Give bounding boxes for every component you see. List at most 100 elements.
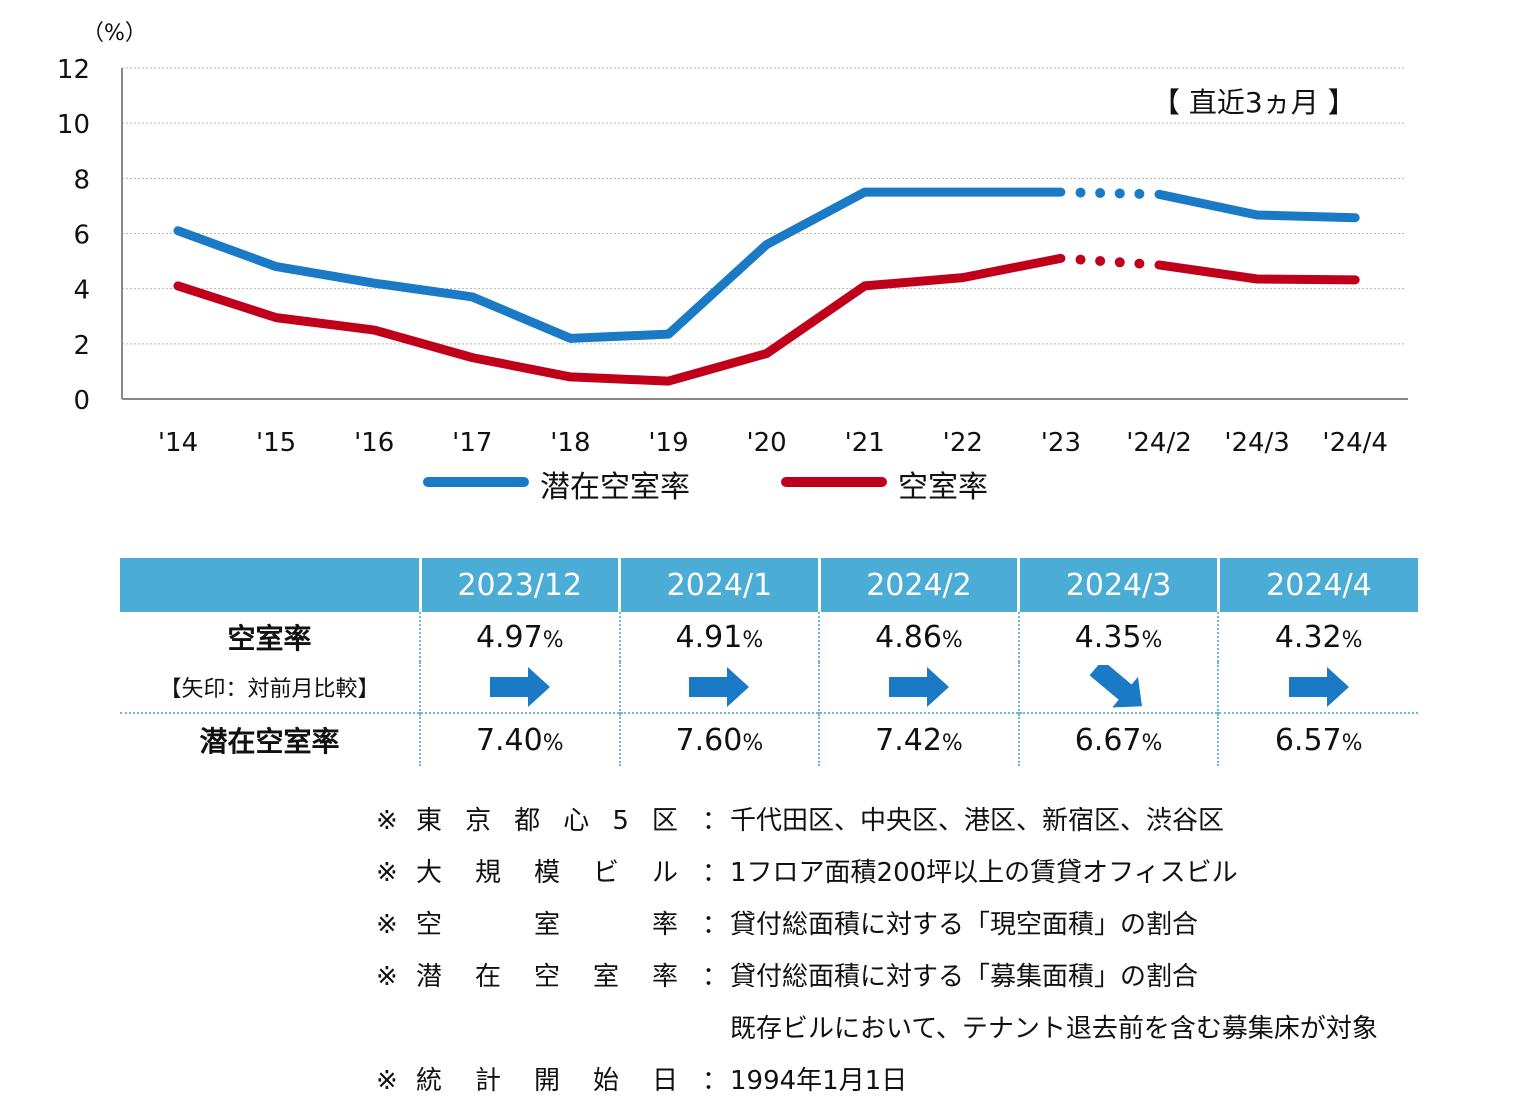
chart-series xyxy=(173,187,1360,386)
y-tick-label: 0 xyxy=(73,386,90,416)
series-line-1 xyxy=(173,253,1066,386)
note-term-char: 模 xyxy=(533,858,560,888)
series-line-1-recent xyxy=(1154,260,1360,285)
vacancy-rate-label: 空室率 xyxy=(227,622,312,655)
right-arrow-icon xyxy=(689,667,750,707)
note-mark: ※ xyxy=(376,806,398,836)
note-term-char: 在 xyxy=(474,962,501,992)
note-term-char: 室 xyxy=(533,910,560,940)
note-term: 統計開始日 xyxy=(416,1060,678,1102)
x-tick-label: '19 xyxy=(648,428,688,458)
note-term-char: 規 xyxy=(474,858,501,888)
note-term-char: 潜 xyxy=(416,962,443,992)
x-tick-label: '24/3 xyxy=(1224,428,1290,458)
arrow-cell xyxy=(419,662,620,713)
vacancy-rate-line-chart: （%） 0 2 4 6 8 10 12 '14 '15 '16 '17 '18 '19 '20 '21 '2… xyxy=(57,21,1408,505)
note-colon: ： xyxy=(702,806,729,836)
table-cell: 7.60% xyxy=(618,712,820,766)
x-tick-label: '23 xyxy=(1041,428,1081,458)
table-header-row: 2023/12 2024/1 2024/2 2024/3 2024/4 xyxy=(120,558,1418,612)
note-term-char: 統 xyxy=(416,1066,443,1096)
x-tick-label: '14 xyxy=(158,428,198,458)
note-term-char: 東 xyxy=(416,806,443,836)
note-term-char: 計 xyxy=(474,1066,501,1096)
x-tick-label: '24/2 xyxy=(1126,428,1192,458)
table-corner-cell xyxy=(120,558,420,612)
latent-vacancy-rate-label: 潜在空室率 xyxy=(120,712,420,766)
series-gap-dot xyxy=(1095,188,1106,199)
note-term-char: 区 xyxy=(651,806,678,836)
note-mark: ※ xyxy=(376,858,398,888)
recent-three-months-annotation: 【 直近3ヵ月 】 xyxy=(1152,86,1356,119)
note-mark: ※ xyxy=(376,1066,398,1096)
arrow-cell xyxy=(818,662,1019,713)
note-definition: 1フロア面積200坪以上の賃貸オフィスビル xyxy=(730,858,1238,888)
x-tick-label: '15 xyxy=(256,428,296,458)
latent-vacancy-rate-row: 潜在空室率 7.40% 7.60% 7.42% 6.67% 6.57% xyxy=(120,712,1418,766)
vacancy-rate-row: 空室率 4.97% 4.91% 4.86% 4.35% 4.32% xyxy=(120,612,1418,662)
note-term-char: ル xyxy=(651,858,678,888)
month-over-month-arrow-row: 【矢印：対前月比較】 xyxy=(120,662,1418,713)
arrow-legend-label: 【矢印：対前月比較】 xyxy=(159,677,380,702)
note-term-char: 心 xyxy=(563,806,590,836)
x-tick-label: '16 xyxy=(354,428,394,458)
note-colon: ： xyxy=(702,910,729,940)
note-colon: ： xyxy=(702,858,729,888)
note-definition: 1994年1月1日 xyxy=(730,1066,908,1096)
y-axis-unit-label: （%） xyxy=(82,21,147,46)
series-gap-dot xyxy=(1134,258,1145,269)
note-term: 大規模ビル xyxy=(416,852,678,894)
series-gap-dot xyxy=(1095,255,1106,266)
note-term-char: 始 xyxy=(592,1066,619,1096)
x-axis-ticks: '14 '15 '16 '17 '18 '19 '20 '21 '22 '23 '24/2 '24/3… xyxy=(158,428,1388,458)
y-axis-ticks: 0 2 4 6 8 10 12 xyxy=(57,55,90,416)
column-header: 2024/3 xyxy=(1017,558,1219,612)
x-tick-label: '20 xyxy=(746,428,786,458)
arrow-cell xyxy=(1017,662,1219,713)
note-mark: ※ xyxy=(376,910,398,940)
note-definition: 既存ビルにおいて、テナント退去前を含む募集床が対象 xyxy=(730,1014,1378,1044)
note-term-char: 日 xyxy=(651,1066,678,1096)
series-line-0 xyxy=(173,187,1066,343)
arrow-cell xyxy=(1217,662,1418,713)
column-header: 2024/2 xyxy=(817,558,1019,612)
column-header: 2024/4 xyxy=(1216,558,1418,612)
note-term-char: 率 xyxy=(651,962,678,992)
y-tick-label: 12 xyxy=(57,55,90,85)
table-cell: 4.97% xyxy=(419,612,620,662)
arrow-cell xyxy=(618,662,820,713)
monthly-vacancy-table: 2023/12 2024/1 2024/2 2024/3 2024/4 空室率 … xyxy=(120,558,1418,766)
x-tick-label: '21 xyxy=(845,428,885,458)
series-line-0-recent xyxy=(1154,189,1360,223)
x-tick-label: '18 xyxy=(550,428,590,458)
note-term-char: 室 xyxy=(592,962,619,992)
note-term-char: 5 xyxy=(612,806,629,836)
y-tick-label: 10 xyxy=(57,110,90,140)
series-gap-dot xyxy=(1114,188,1125,199)
series-gap-dot xyxy=(1114,257,1125,268)
note-term-char: 京 xyxy=(465,806,492,836)
series-gap-dot xyxy=(1075,187,1086,198)
note-mark: ※ xyxy=(376,962,398,992)
x-tick-label: '17 xyxy=(452,428,492,458)
y-tick-label: 2 xyxy=(73,331,90,361)
table-cell: 7.40% xyxy=(419,712,620,766)
table-cell: 6.67% xyxy=(1017,712,1219,766)
note-colon: ： xyxy=(702,1066,729,1096)
down-right-arrow-icon xyxy=(1089,665,1142,708)
table-cell: 4.86% xyxy=(818,612,1019,662)
x-tick-label: '24/4 xyxy=(1322,428,1388,458)
y-tick-label: 8 xyxy=(73,165,90,195)
right-arrow-icon xyxy=(888,667,949,707)
note-term-char: 都 xyxy=(514,806,541,836)
note-colon: ： xyxy=(702,962,729,992)
right-arrow-icon xyxy=(489,667,550,707)
right-arrow-icon xyxy=(1288,667,1349,707)
note-term: 潜在空室率 xyxy=(416,956,678,998)
note-definition: 貸付総面積に対する「現空面積」の割合 xyxy=(730,910,1199,940)
y-tick-label: 6 xyxy=(73,221,90,251)
note-term-char: 開 xyxy=(533,1066,560,1096)
legend-label-vacancy: 空室率 xyxy=(898,470,988,505)
table-cell: 6.57% xyxy=(1217,712,1418,766)
